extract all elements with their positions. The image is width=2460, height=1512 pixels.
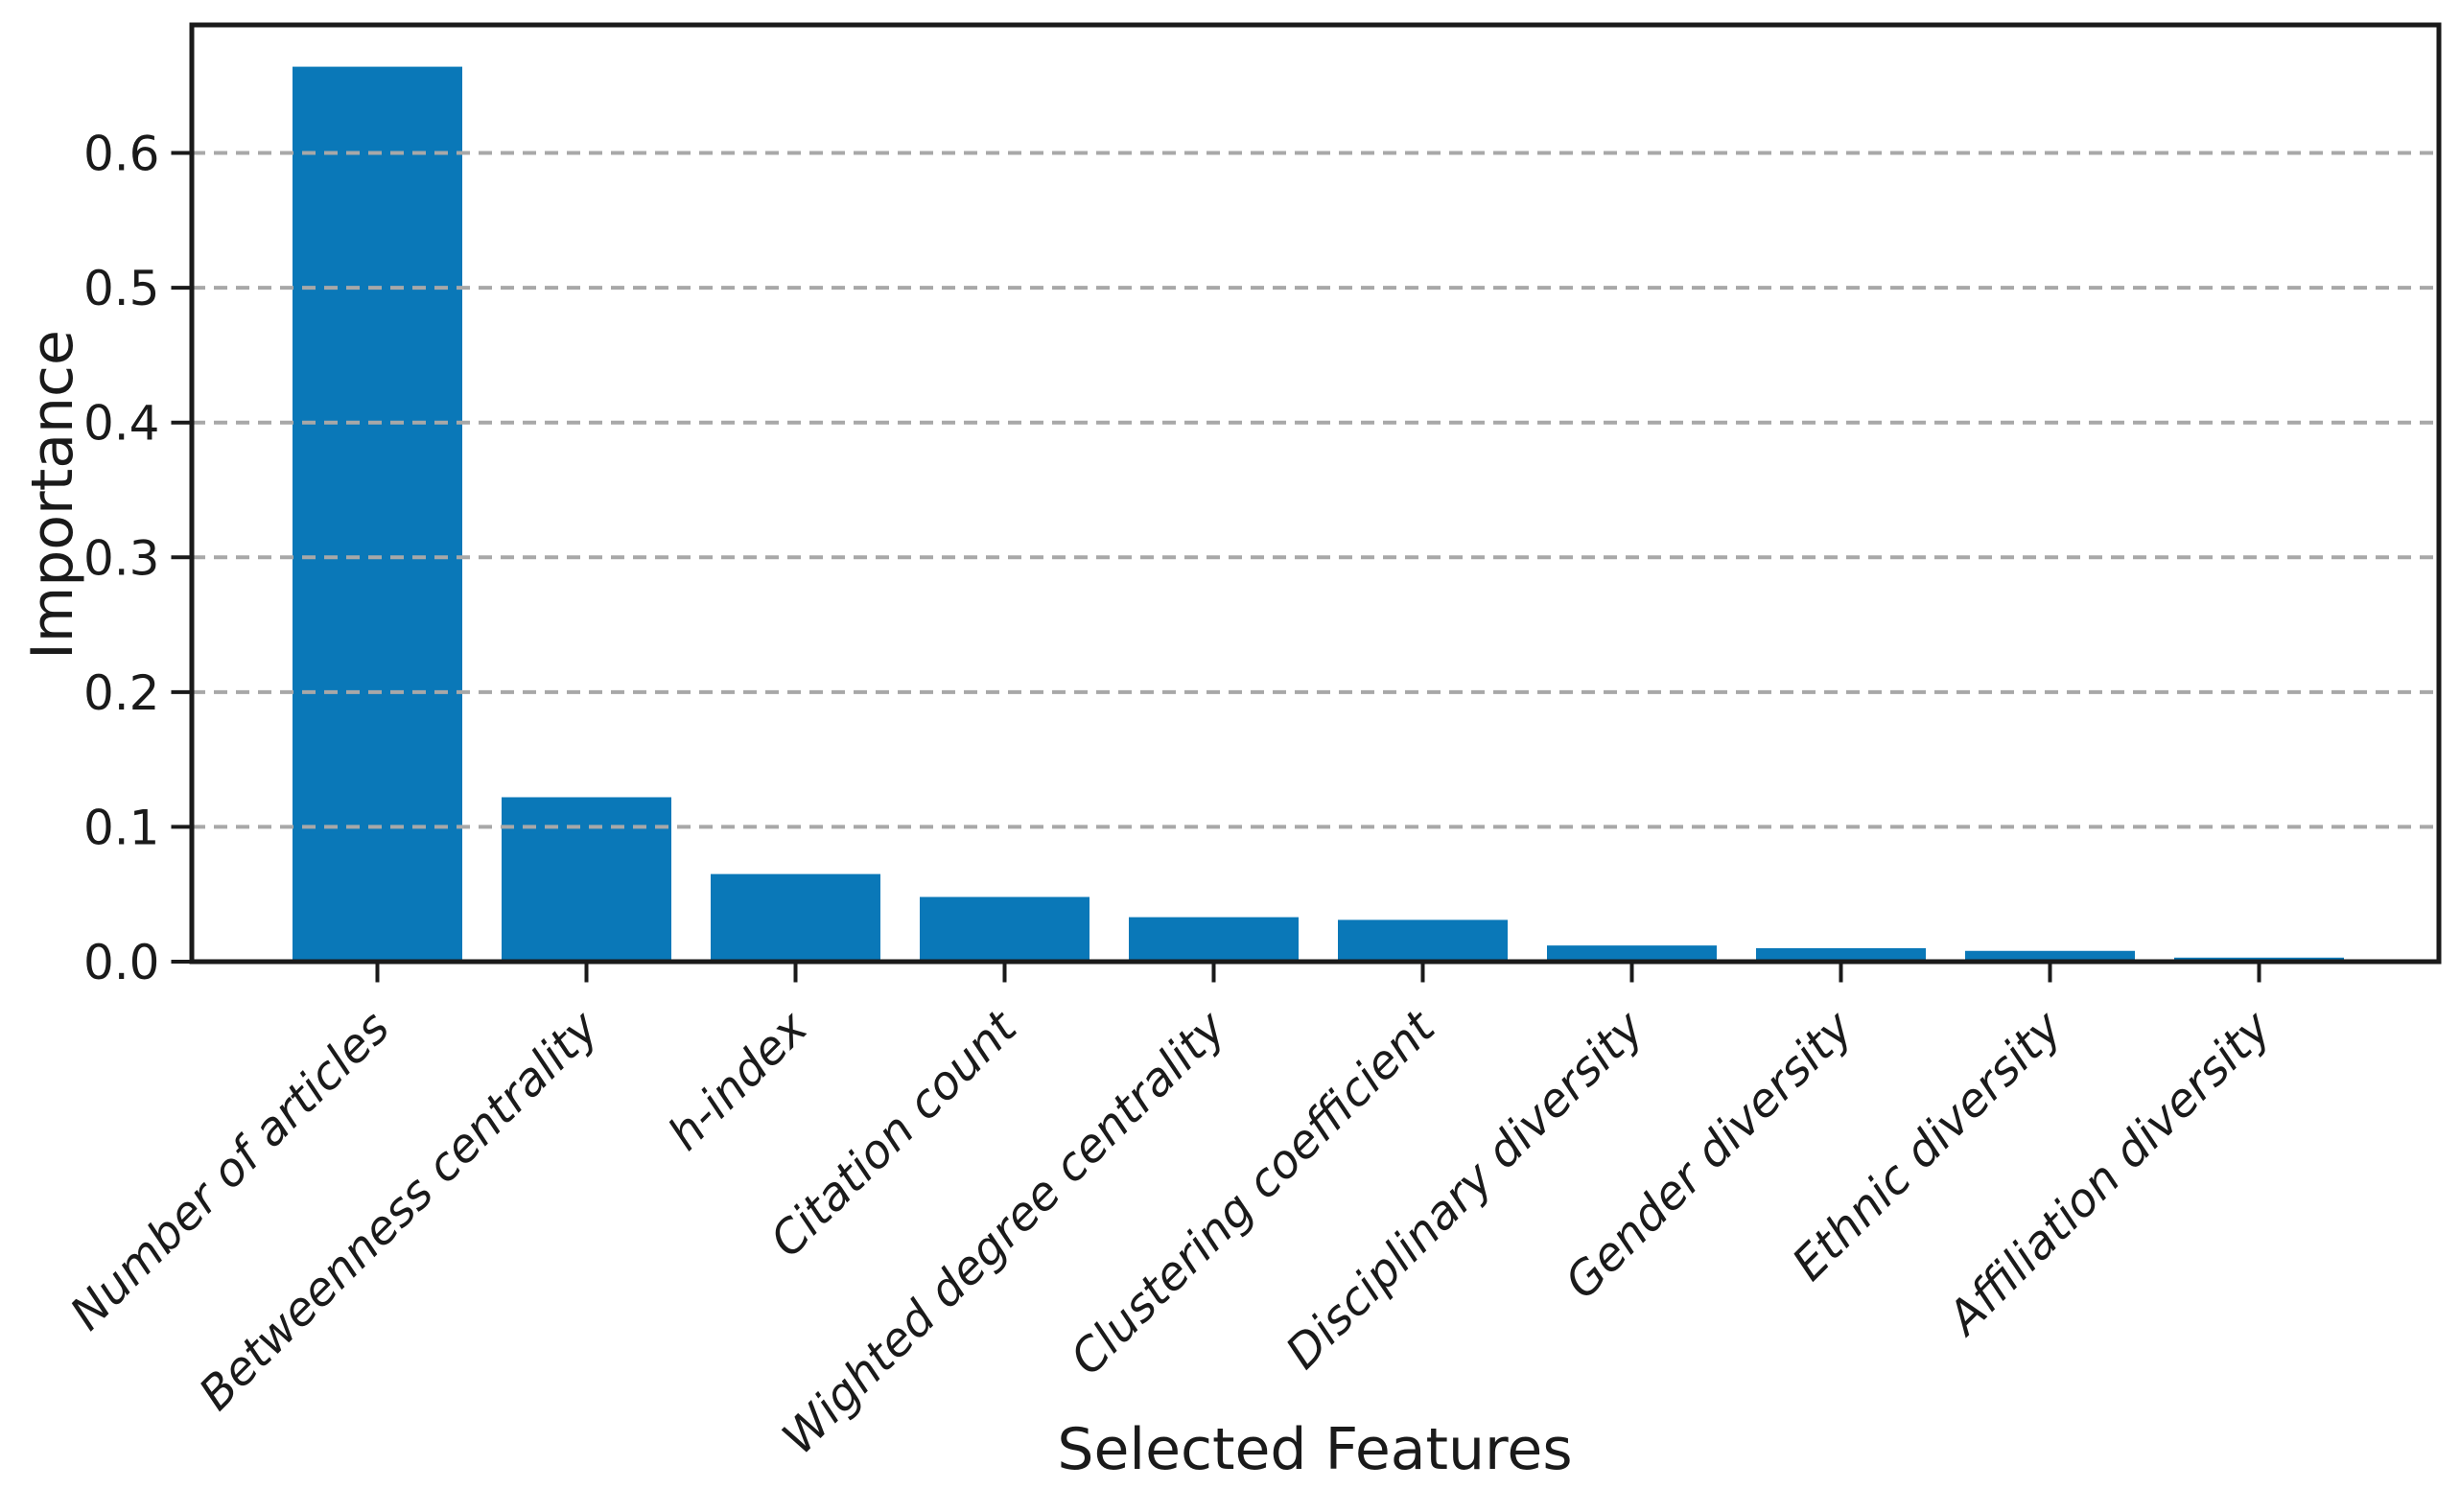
x-category-label-5: Clustering coefficient bbox=[1061, 999, 1447, 1385]
bar-3 bbox=[920, 896, 1089, 962]
y-tick-label-0.3: 0.3 bbox=[83, 530, 160, 586]
x-axis-label: Selected Features bbox=[1057, 1416, 1573, 1483]
x-category-label-6: Disciplinary diversity bbox=[1276, 1000, 1654, 1379]
x-category-label-2: h-index bbox=[658, 1000, 818, 1160]
bar-4 bbox=[1129, 917, 1299, 962]
x-category-label-4: Wighted degree centrality bbox=[772, 1000, 1236, 1464]
bar-8 bbox=[1965, 950, 2135, 962]
y-tick-label-0.5: 0.5 bbox=[83, 261, 160, 316]
bar-1 bbox=[502, 797, 671, 962]
y-tick-label-0.6: 0.6 bbox=[83, 127, 160, 182]
y-tick-label-0.0: 0.0 bbox=[83, 935, 160, 990]
bar-7 bbox=[1756, 947, 1926, 962]
y-tick-label-0.1: 0.1 bbox=[83, 800, 160, 855]
y-tick-label-0.2: 0.2 bbox=[83, 665, 160, 721]
bar-5 bbox=[1338, 919, 1508, 962]
plot-frame bbox=[189, 22, 2442, 965]
y-axis-label: Importance bbox=[19, 330, 86, 660]
y-tick-label-0.4: 0.4 bbox=[83, 396, 160, 452]
x-category-label-1: Betweenness centrality bbox=[189, 1000, 609, 1420]
bar-2 bbox=[711, 873, 880, 962]
bar-0 bbox=[293, 66, 462, 962]
bar-6 bbox=[1547, 945, 1717, 962]
